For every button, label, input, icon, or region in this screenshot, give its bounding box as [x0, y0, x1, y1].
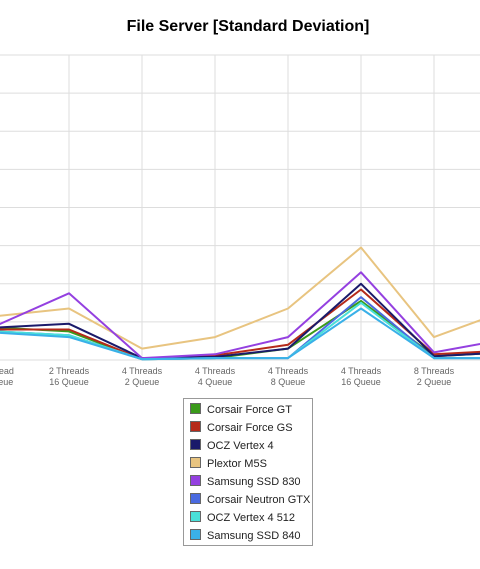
legend-swatch [190, 529, 201, 540]
legend-swatch [190, 493, 201, 504]
series-line-corsair-neutron-gtx [0, 296, 480, 361]
series-line-ocz-vertex-4-512 [0, 301, 480, 361]
series-line-samsung-ssd-840 [0, 307, 480, 361]
legend-label: OCZ Vertex 4 512 [207, 512, 296, 524]
series-line-ocz-vertex-4 [0, 282, 480, 360]
legend-item-corsair-force-gt[interactable]: Corsair Force GT [190, 402, 292, 418]
x-tick-label: 4 Threads 4 Queue [195, 366, 236, 387]
legend-item-corsair-force-gs[interactable]: Corsair Force GS [190, 420, 293, 436]
legend-label: Corsair Force GS [207, 422, 293, 434]
legend-label: Corsair Force GT [207, 404, 292, 416]
legend-swatch [190, 457, 201, 468]
series-line-corsair-force-gs [0, 288, 480, 361]
legend-item-plextor-m5s[interactable]: Plextor M5S [190, 456, 267, 472]
x-tick-label: 1 Thread2 Queue [0, 366, 14, 387]
chart-legend: Corsair Force GT Corsair Force GS OCZ Ve… [183, 398, 313, 546]
legend-label: Corsair Neutron GTX [207, 494, 311, 506]
legend-item-ocz-vertex-4[interactable]: OCZ Vertex 4 [190, 438, 274, 454]
legend-item-corsair-neutron-gtx[interactable]: Corsair Neutron GTX [190, 492, 310, 508]
legend-label: Samsung SSD 840 [207, 530, 301, 542]
legend-label: Samsung SSD 830 [207, 476, 301, 488]
legend-swatch [190, 475, 201, 486]
legend-swatch [190, 439, 201, 450]
chart-grid [0, 54, 480, 361]
legend-label: Plextor M5S [207, 458, 267, 470]
x-tick-label: 8 Threads 2 Queue [414, 366, 455, 387]
x-tick-label: 4 Threads 8 Queue [268, 366, 309, 387]
legend-swatch [190, 421, 201, 432]
legend-item-ocz-vertex-4-512[interactable]: OCZ Vertex 4 512 [190, 510, 295, 526]
legend-item-samsung-ssd-840[interactable]: Samsung SSD 840 [190, 528, 301, 544]
chart-title: File Server [Standard Deviation] [126, 18, 370, 35]
legend-swatch [190, 403, 201, 414]
legend-label: OCZ Vertex 4 [207, 440, 274, 452]
legend-swatch [190, 511, 201, 522]
legend-item-samsung-ssd-830[interactable]: Samsung SSD 830 [190, 474, 301, 490]
series-line-corsair-force-gt [0, 299, 480, 361]
x-tick-label: 4 Threads 16 Queue [341, 366, 382, 387]
x-tick-label: 4 Threads 2 Queue [122, 366, 163, 387]
chart-series-lines [0, 246, 480, 361]
x-tick-label: 2 Threads 16 Queue [49, 366, 90, 387]
series-line-samsung-ssd-830 [0, 271, 480, 360]
